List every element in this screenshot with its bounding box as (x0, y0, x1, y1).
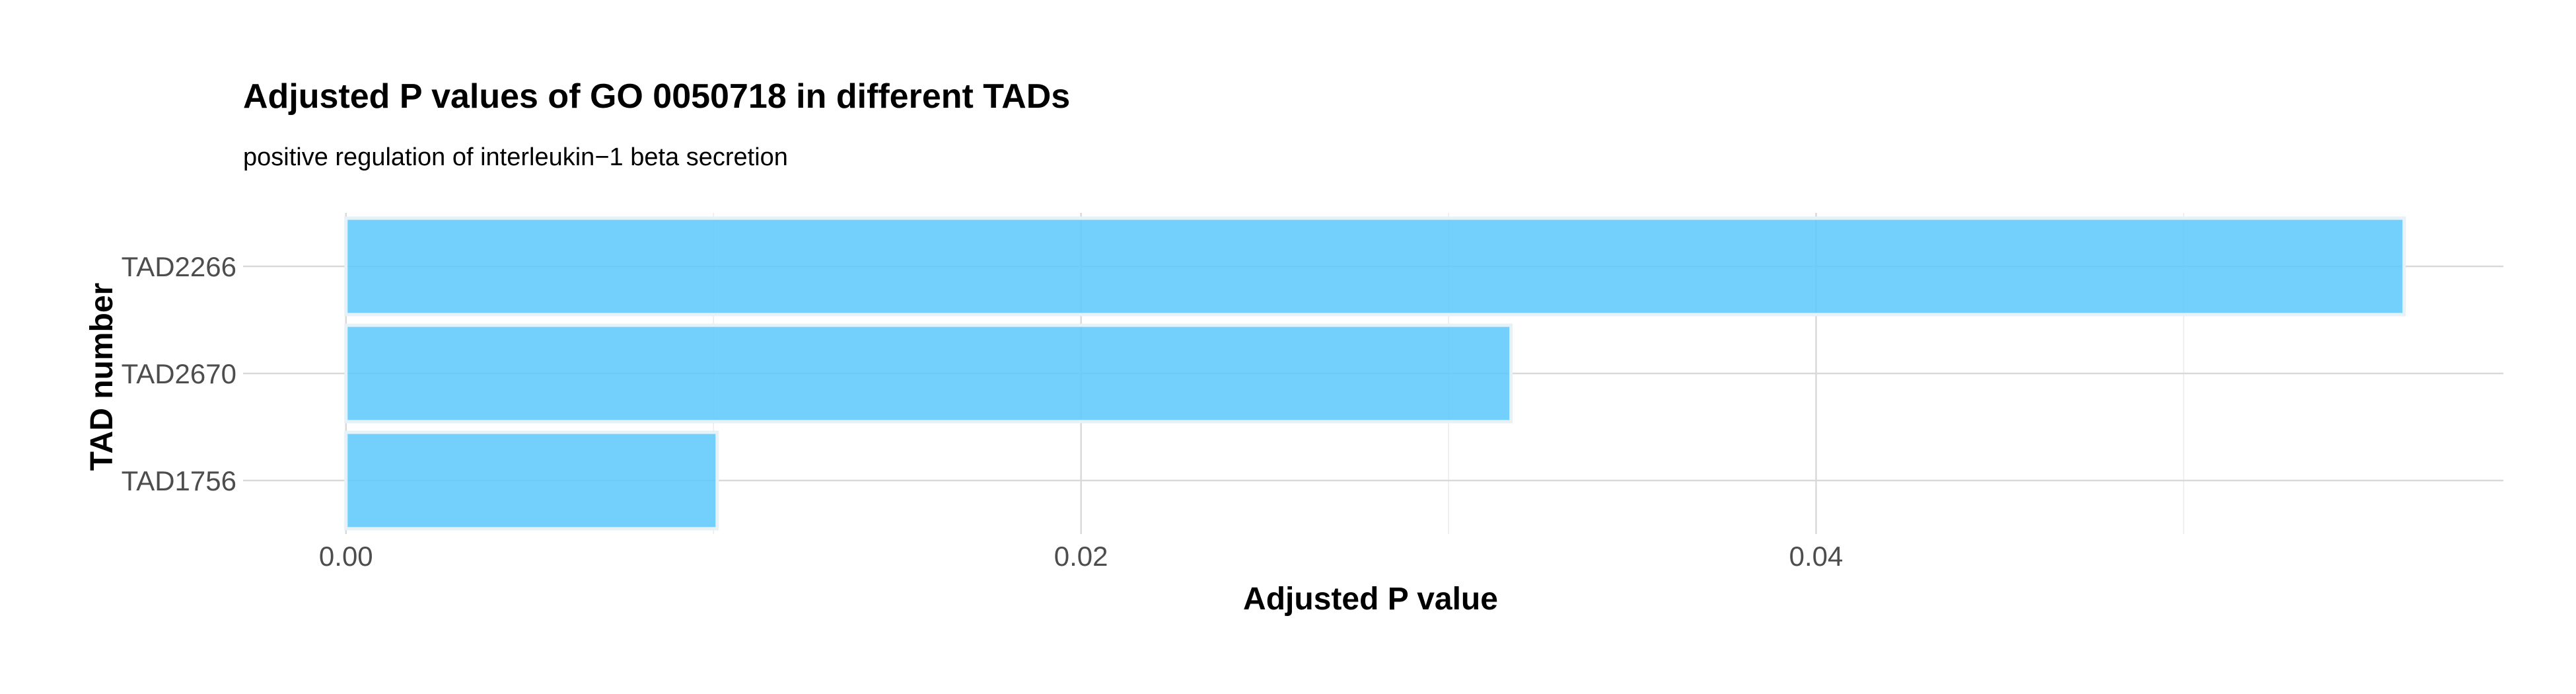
bar-tad1756 (344, 430, 719, 531)
bar-tad2266 (344, 216, 2406, 317)
x-axis-title: Adjusted P value (1243, 582, 1498, 617)
y-tick-label: TAD2670 (122, 358, 236, 389)
x-tick-label: 0.04 (1789, 541, 1843, 572)
bars (344, 216, 2406, 531)
bar-tad2670 (344, 323, 1513, 424)
chart-title: Adjusted P values of GO 0050718 in diffe… (243, 77, 1070, 116)
x-tick-label: 0.00 (319, 541, 373, 572)
y-tick-label: TAD2266 (122, 251, 236, 282)
y-axis-tick-labels: TAD2266 TAD2670 TAD1756 (122, 251, 236, 496)
chart-subtitle: positive regulation of interleukin−1 bet… (243, 143, 788, 171)
x-tick-label: 0.02 (1054, 541, 1108, 572)
x-axis-tick-labels: 0.00 0.02 0.04 (319, 541, 1843, 572)
y-tick-label: TAD1756 (122, 465, 236, 496)
y-axis-title: TAD number (85, 283, 120, 471)
